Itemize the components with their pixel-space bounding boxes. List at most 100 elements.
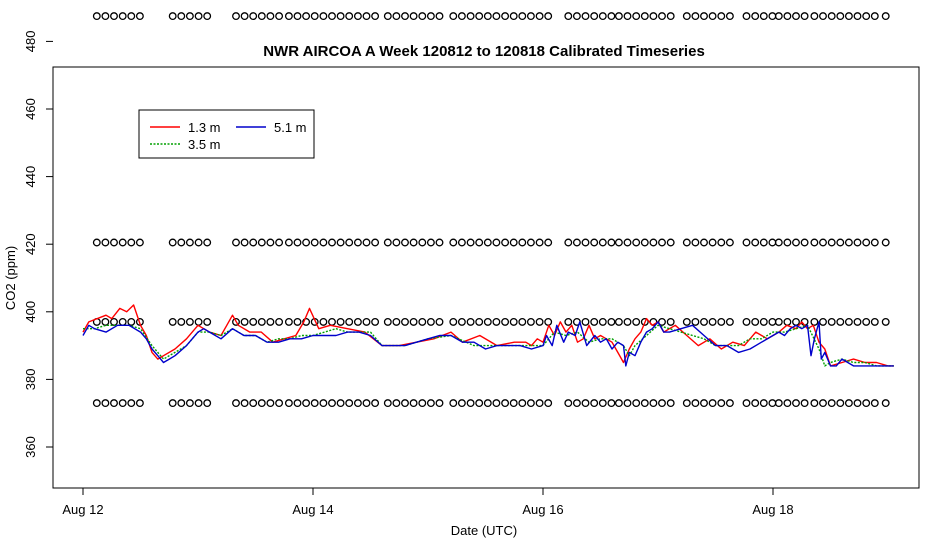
calibration-point [870, 12, 879, 21]
calibration-point [185, 12, 194, 21]
calibration-point [717, 12, 726, 21]
calibration-point [371, 12, 380, 21]
calibration-point [101, 399, 110, 408]
calibration-point [177, 317, 186, 326]
calibration-point [293, 317, 302, 326]
calibration-point [768, 399, 777, 408]
calibration-point [310, 238, 319, 247]
calibration-point [418, 238, 427, 247]
x-tick-label: Aug 18 [752, 502, 793, 517]
calibration-point [457, 12, 466, 21]
calibration-point [371, 399, 380, 408]
calibration-point [492, 317, 501, 326]
series-line-5-1-m [82, 321, 894, 367]
calibration-point [607, 317, 616, 326]
calibration-point [110, 399, 118, 408]
calibration-point [564, 238, 573, 247]
calibration-point [492, 238, 501, 247]
calibration-point [266, 317, 275, 326]
calibration-point [700, 399, 708, 408]
calibration-point [836, 317, 845, 326]
calibration-point [118, 12, 127, 21]
calibration-point [492, 12, 501, 21]
calibration-point [836, 238, 845, 247]
calibration-point [870, 317, 879, 326]
y-tick-label: 360 [23, 436, 38, 458]
calibration-point [751, 238, 760, 247]
calibration-point [185, 317, 194, 326]
calibration-point [345, 12, 354, 21]
calibration-point [607, 238, 616, 247]
calibration-point [449, 12, 458, 21]
calibration-point [328, 12, 336, 21]
calibration-point [535, 238, 544, 247]
calibration-point [501, 317, 510, 326]
calibration-point [792, 238, 800, 247]
calibration-point [328, 238, 336, 247]
calibration-point [466, 12, 475, 21]
calibration-point [409, 238, 418, 247]
calibration-point [232, 399, 240, 408]
calibration-point [742, 238, 751, 247]
y-tick-label: 440 [23, 166, 38, 188]
calibration-point [810, 317, 819, 326]
calibration-point [819, 399, 827, 408]
calibration-point [168, 12, 177, 21]
calibration-point [759, 12, 768, 21]
calibration-point [383, 12, 392, 21]
calibration-point [564, 317, 573, 326]
y-axis-label: CO2 (ppm) [3, 246, 18, 310]
calibration-point [101, 238, 110, 247]
y-axis: 360 380 400 420 440 460 480 [23, 31, 53, 458]
x-axis: Aug 12 Aug 14 Aug 16 Aug 18 [62, 488, 794, 517]
calibration-point [310, 399, 319, 408]
calibration-point [466, 238, 475, 247]
calibration-point [572, 399, 581, 408]
calibration-point [572, 238, 581, 247]
calibration-point [240, 399, 249, 408]
calibration-point [257, 238, 266, 247]
calibration-point [418, 317, 427, 326]
x-tick-label: Aug 16 [522, 502, 563, 517]
calibration-point [293, 12, 302, 21]
calibration-point [632, 399, 641, 408]
calibration-point [742, 399, 751, 408]
calibration-point [682, 399, 691, 408]
calibration-point [640, 238, 649, 247]
calibration-point [310, 12, 319, 21]
calibration-point [598, 238, 607, 247]
calibration-point [127, 12, 136, 21]
calibration-point [581, 238, 590, 247]
chart-title: NWR AIRCOA A Week 120812 to 120818 Calib… [263, 43, 705, 60]
calibration-point [853, 12, 862, 21]
y-tick-label: 480 [23, 31, 38, 53]
calibration-point [319, 399, 328, 408]
calibration-point [751, 12, 760, 21]
legend-box [138, 109, 315, 159]
calibration-point [836, 399, 845, 408]
legend-label: 5.1 m [274, 120, 307, 135]
calibration-point [708, 12, 717, 21]
calibration-point [383, 238, 392, 247]
calibration-point [426, 399, 435, 408]
calibration-point [293, 238, 302, 247]
calibration-point [708, 399, 717, 408]
calibration-point [249, 238, 258, 247]
calibration-point [328, 399, 336, 408]
calibration-point [759, 317, 768, 326]
calibration-point [457, 317, 466, 326]
calibration-point [475, 12, 484, 21]
calibration-point [614, 238, 623, 247]
calibration-point [353, 317, 362, 326]
calibration-point [614, 399, 623, 408]
calibration-point [581, 12, 590, 21]
calibration-point [293, 399, 302, 408]
calibration-point [101, 317, 110, 326]
calibration-point [284, 317, 293, 326]
y-tick-label: 420 [23, 233, 38, 255]
calibration-point [483, 317, 492, 326]
calibration-point [127, 238, 136, 247]
calibration-point [774, 317, 783, 326]
calibration-point [598, 12, 607, 21]
calibration-point [844, 399, 853, 408]
